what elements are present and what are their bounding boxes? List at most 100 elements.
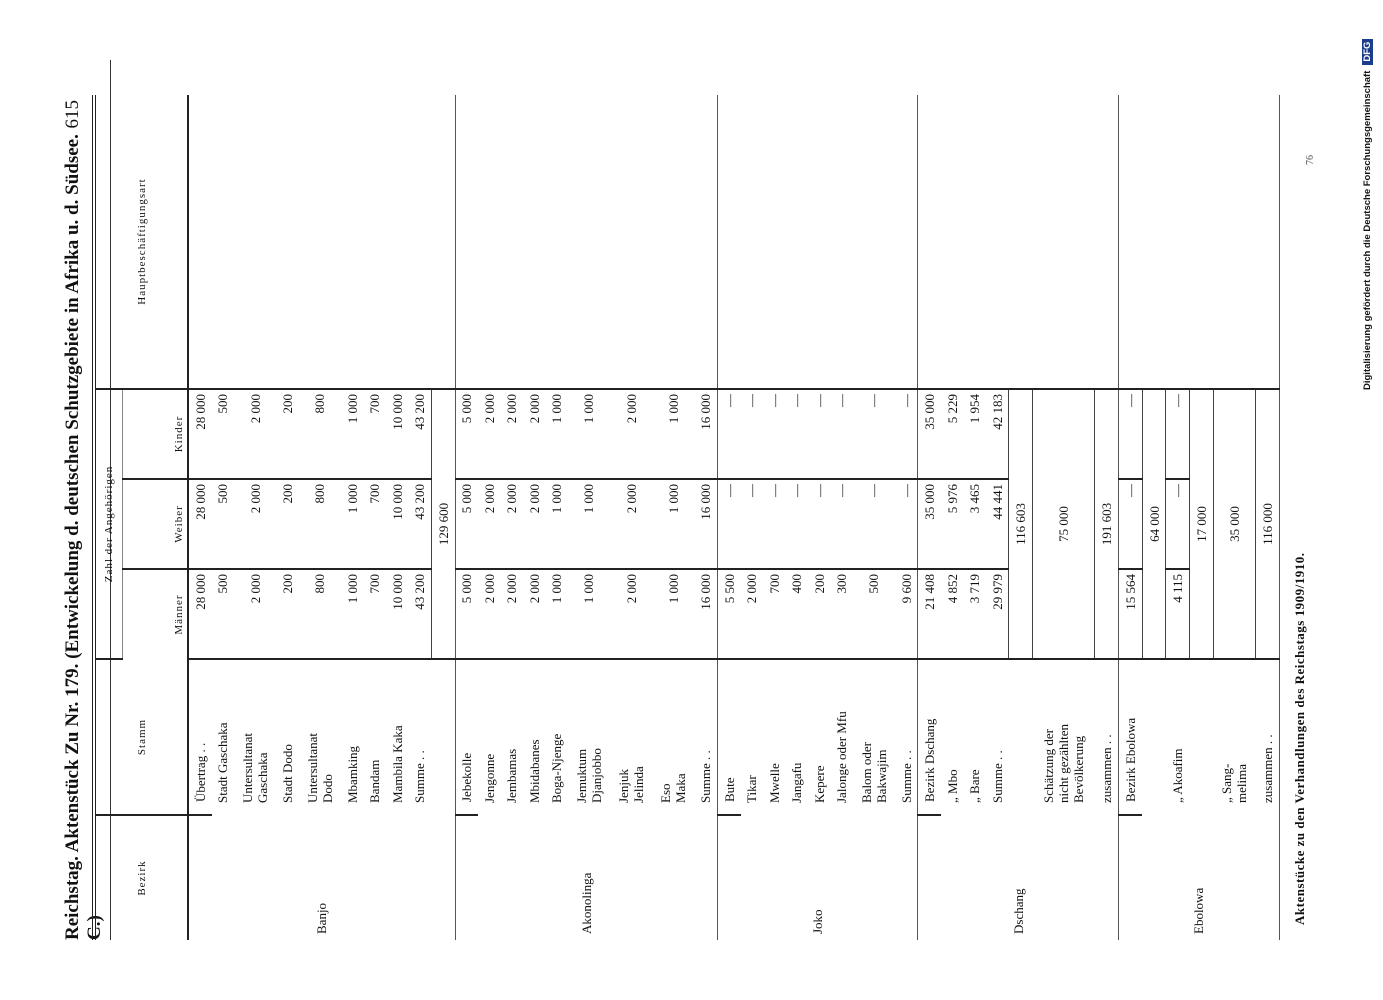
total-cell: 129 600 [431,389,456,659]
weiber-cell: — [1118,479,1143,569]
stamm-line: Balom oder [858,741,874,803]
maenner-cell: 2 000 [234,569,277,659]
total-cell: 17 000 [1189,389,1214,659]
stamm-cell: Bezirk Ebolowa [1118,659,1143,815]
maenner-cell: 2 000 [610,569,653,659]
weiber-cell: — [740,479,764,569]
stamm-line: zusammen . . [1098,734,1114,803]
total-cell: 64 000 [1142,389,1166,659]
stamm-line: Mambila Kaka [389,725,405,803]
stamm-cell: „ Akoafim [1166,659,1190,815]
stamm-line: Stadt Dodo [280,744,296,803]
maenner-cell: 16 000 [694,569,718,659]
col-beschaeftigung: Hauptbeschäftigungsart [94,95,188,389]
beschaeftigung-cell [740,95,764,389]
stamm-line: melima [1234,764,1250,803]
stamm-cell: Summe . . [894,659,918,815]
stamm-cell: Kepere [808,659,830,815]
table-row: Schätzung der nicht gezählten Bevölkerung 7… [1032,95,1095,940]
col-maenner: Männer [122,569,188,659]
weiber-cell: 28 000 [188,479,212,569]
stamm-cell: Summe . . [694,659,718,815]
weiber-cell: 700 [363,479,386,569]
stamm-line: zusammen . . [1259,734,1275,803]
table-row: Mbidabanes 2 000 2 000 2 000 [522,95,546,940]
maenner-cell: 4 115 [1165,569,1190,659]
maenner-cell: 500 [852,569,895,659]
maenner-cell: 15 564 [1118,569,1143,659]
table-row: Jenjuk Jelinda 2 000 2 000 2 000 [610,95,653,940]
maenner-cell: 1 000 [652,569,695,659]
weiber-cell: — [717,479,741,569]
maenner-cell: 500 [211,569,235,659]
col-stamm: Stamm [94,659,188,815]
maenner-cell: 4 852 [941,569,964,659]
table-row: Eso Maka 1 000 1 000 1 000 [652,95,695,940]
stamm-cell: Boga-Njenge [545,659,567,815]
stamm-line: Schätzung der [1041,728,1057,803]
bezirk-cell: Dschang [917,815,1119,940]
stamm-line: Bevölkerung [1071,735,1087,803]
stamm-line: Summe . . [412,750,428,803]
table-row: Balom oder Bakwajim 500— — [852,95,895,940]
beschaeftigung-cell [188,95,212,389]
beschaeftigung-cell [211,95,235,389]
stamm-line: Jalonge oder Mfu [833,711,849,803]
stamm-cell: „ Bare [963,659,985,815]
table-row: „ Akoafim 4 115— — [1165,95,1190,940]
table-row: Akonolinga Jebekolle 5 000 5 000 5 000 [455,95,718,940]
beschaeftigung-cell [234,95,277,389]
maenner-cell: 3 719 [963,569,986,659]
stamm-line: Mwelle [766,763,782,803]
maenner-cell: 2 000 [522,569,546,659]
kinder-cell: 1 000 [545,389,568,479]
kinder-cell: 1 954 [963,389,986,479]
kinder-cell: 1 000 [567,389,611,479]
stamm-line: „ Bare [967,769,983,803]
weiber-cell: 2 000 [610,479,653,569]
stamm-cell: „ Mbo [941,659,963,815]
bezirk-cell: Akonolinga [455,815,718,940]
beschaeftigung-cell [963,95,986,389]
stamm-cell: Jembamas [501,659,523,815]
stamm-cell: Jebekolle [455,659,479,815]
maenner-cell: 5 000 [455,569,479,659]
maenner-cell: 700 [363,569,386,659]
weiber-cell: — [785,479,808,569]
maenner-cell: 43 200 [408,569,432,659]
maenner-cell: 200 [807,569,831,659]
stamm-line: Maka [673,773,689,803]
stamm-cell: Jalonge oder Mfu [830,659,852,815]
stamm-line: Bute [721,777,737,802]
total-cell: 75 000 [1032,389,1095,659]
stamm-line: Bezirk Ebolowa [1123,717,1139,802]
stamm-cell: Summe . . [408,659,431,815]
weiber-cell: 500 [211,479,235,569]
table-row: Untersultanat Gaschaka 2 000 2 000 2 000 [234,95,277,940]
beschaeftigung-cell [408,95,432,389]
sidebar: Digitalisierung gefördert durch die Deut… [1362,38,1373,390]
beschaeftigung-cell [694,95,718,389]
maenner-cell: 28 000 [188,569,212,659]
kinder-cell: 500 [211,389,235,479]
beschaeftigung-cell [1118,95,1143,389]
beschaeftigung-cell [830,95,853,389]
weiber-cell: 1 000 [567,479,611,569]
stamm-cell [1142,659,1166,815]
maenner-cell: 200 [276,569,299,659]
beschaeftigung-cell [340,95,364,389]
table-row: Summe . . 29 979 44 441 42 183 [985,95,1009,940]
col-kinder: Kinder [122,389,188,479]
weiber-cell: — [894,479,918,569]
kinder-cell: 1 000 [652,389,695,479]
kinder-cell: 28 000 [188,389,212,479]
weiber-cell: 2 000 [522,479,546,569]
kinder-cell: 42 183 [985,389,1009,479]
stamm-line: nicht gezählten [1056,723,1072,803]
table-row: Banjo Übertrag . . 28 000 28 000 28 000 [188,95,456,940]
stamm-line: Tikar [744,775,760,803]
beschaeftigung-cell [522,95,546,389]
bezirk-cell: Banjo [188,815,456,940]
beschaeftigung-cell [276,95,299,389]
kinder-cell: — [785,389,808,479]
